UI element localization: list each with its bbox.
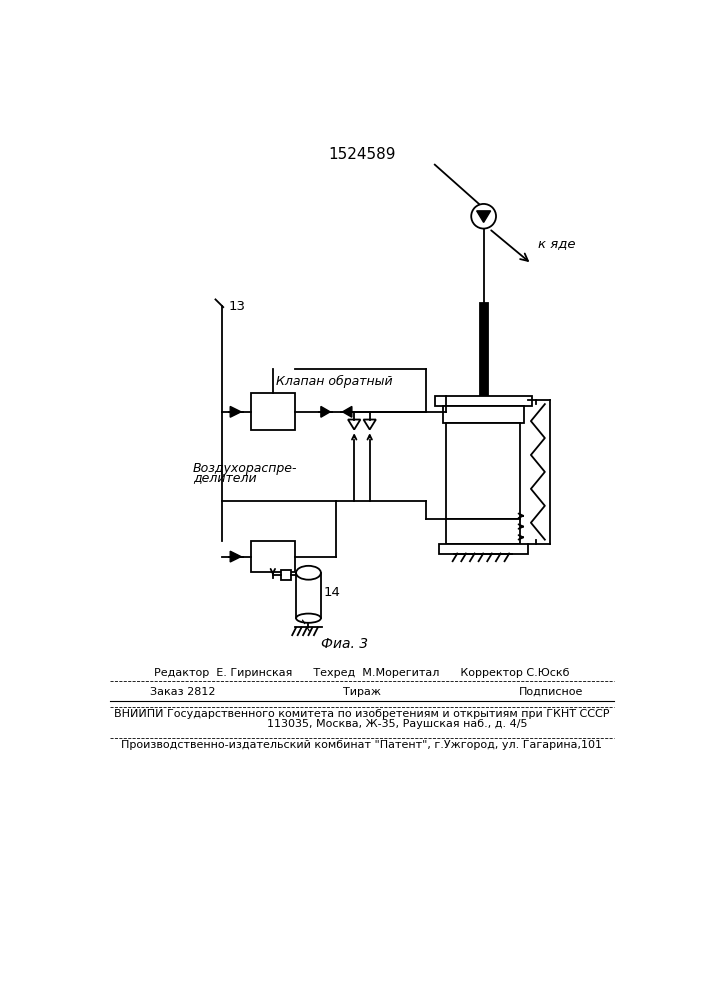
Bar (251, 541, 296, 572)
Text: 113035, Москва, Ж-35, Раушская наб., д. 4/5: 113035, Москва, Ж-35, Раушская наб., д. … (197, 719, 527, 729)
Text: Заказ 2812: Заказ 2812 (151, 687, 216, 697)
Text: Подписное: Подписное (518, 687, 583, 697)
Polygon shape (321, 406, 330, 417)
Text: Производственно-издательский комбинат "Патент", г.Ужгород, ул. Гагарина,101: Производственно-издательский комбинат "П… (122, 740, 602, 750)
Ellipse shape (296, 566, 321, 580)
Text: Тираж: Тираж (343, 687, 381, 697)
Polygon shape (348, 420, 361, 430)
Text: Фиа. 3: Фиа. 3 (320, 637, 368, 651)
Text: к яде: к яде (538, 237, 575, 250)
Text: ВНИИПИ Государственного комитета по изобретениям и открытиям при ГКНТ СССР: ВНИИПИ Государственного комитета по изоб… (115, 709, 609, 719)
Polygon shape (363, 420, 376, 430)
Text: Клапан обратный: Клапан обратный (276, 375, 392, 388)
Bar (446, 423, 520, 519)
Circle shape (472, 204, 496, 229)
Bar (438, 544, 528, 554)
Polygon shape (230, 406, 241, 417)
Bar (481, 406, 486, 536)
Polygon shape (477, 211, 491, 222)
Bar (435, 396, 532, 406)
Bar (296, 573, 321, 618)
Ellipse shape (296, 614, 321, 623)
Text: 13: 13 (228, 300, 245, 313)
Text: 14: 14 (324, 586, 341, 599)
Polygon shape (343, 406, 352, 417)
Text: Воздухораспре-: Воздухораспре- (193, 462, 298, 475)
Polygon shape (230, 551, 241, 562)
Bar (281, 570, 291, 580)
Bar (251, 393, 296, 430)
Text: делители: делители (193, 472, 257, 485)
Text: Редактор  Е. Гиринская      Техред  М.Морегитал      Корректор С.Юскб: Редактор Е. Гиринская Техред М.Морегитал… (154, 668, 570, 678)
Bar (443, 406, 524, 423)
Bar (446, 519, 520, 544)
Text: 1524589: 1524589 (328, 147, 396, 162)
Bar (480, 303, 488, 399)
